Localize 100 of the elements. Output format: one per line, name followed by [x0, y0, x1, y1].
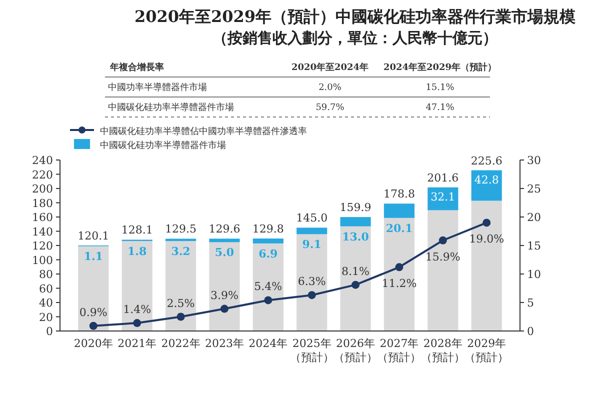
text: 中國功率半導體器件市場	[108, 82, 207, 93]
point	[264, 296, 272, 304]
bar	[340, 217, 371, 226]
point	[176, 312, 185, 321]
y-tick-label: 200	[32, 182, 53, 196]
data-label: 9.1	[302, 238, 322, 252]
point	[133, 319, 142, 328]
total-label: 225.6	[470, 154, 502, 168]
text: 中國碳化硅功率半導體器件市場	[108, 102, 234, 113]
data-label: 3.9%	[210, 288, 238, 302]
chart-subtitle: （按銷售收入劃分，單位：人民幣十億元）	[212, 29, 498, 47]
y2-tick-label: 10	[527, 268, 541, 281]
bar	[471, 170, 502, 201]
total-label: 201.6	[427, 171, 459, 184]
point	[308, 291, 316, 300]
x-tick-label: 2021年	[118, 337, 157, 350]
total-label: 178.8	[383, 188, 415, 201]
y-tick-label: 120	[32, 240, 53, 252]
y2-tick-label: 5	[527, 296, 534, 310]
point	[438, 236, 447, 244]
data-label: 11.2%	[382, 277, 417, 290]
total-label: 159.9	[340, 201, 372, 214]
data-label: 19.0%	[469, 232, 504, 246]
y-tick-label: 140	[32, 225, 53, 238]
total-label: 145.0	[296, 212, 328, 225]
data-label: 8.1%	[342, 264, 370, 278]
bar	[296, 228, 328, 234]
data-label: 6.3%	[298, 275, 326, 288]
legend-label: 中國碳化硅功率半導體器件市場	[100, 140, 226, 151]
legend-label: 中國碳化硅功率半導體佔中國功率半導體器件滲透率	[100, 126, 307, 137]
text: 2.0%	[318, 83, 342, 93]
x-tick-label: 2028年（預計）	[420, 337, 465, 364]
total-label: 129.6	[208, 222, 240, 236]
bar	[209, 238, 240, 242]
point	[220, 304, 228, 313]
data-label: 1.8	[128, 245, 147, 258]
total-label: 120.1	[78, 229, 110, 242]
bar	[384, 204, 415, 218]
bar	[165, 238, 196, 242]
y-tick-label: 180	[32, 196, 53, 210]
bar	[296, 234, 328, 331]
x-tick-label: 2023年	[204, 337, 244, 350]
total-label: 129.8	[252, 222, 284, 236]
data-label: 3.2	[171, 245, 190, 258]
y-tick-label: 20	[39, 310, 53, 324]
text: 2020年至2024年	[291, 62, 369, 73]
data-label: 15.9%	[425, 250, 460, 264]
bar	[122, 241, 152, 331]
bar	[252, 238, 284, 244]
text: 2024年至2029年（預計）	[383, 62, 497, 73]
y-tick-label: 40	[39, 296, 53, 310]
data-label: 2.5%	[166, 296, 195, 310]
x-tick-label: 2024年	[248, 337, 288, 350]
total-label: 128.1	[121, 224, 153, 237]
y2-tick-label: 0	[527, 325, 534, 338]
data-label: 13.0	[342, 230, 370, 244]
data-label: 0.9%	[79, 306, 108, 319]
data-label: 20.1	[386, 222, 413, 235]
x-tick-label: 2020年	[74, 337, 113, 350]
bar	[252, 243, 284, 331]
data-label: 1.4%	[123, 303, 152, 316]
x-tick-label: 2022年	[161, 337, 200, 350]
bar	[471, 200, 502, 331]
bar	[165, 241, 196, 331]
point	[89, 322, 98, 330]
bar	[78, 246, 109, 331]
y2-tick-label: 15	[527, 240, 541, 252]
data-label: 32.1	[430, 190, 456, 204]
x-tick-label: 2029年（預計）	[464, 337, 509, 364]
y-tick-label: 80	[39, 268, 53, 281]
text: 47.1%	[426, 103, 455, 113]
y2-tick-label: 25	[527, 182, 541, 196]
y2-tick-label: 20	[527, 211, 541, 224]
point	[395, 263, 404, 272]
point	[352, 280, 360, 289]
y-tick-label: 100	[32, 254, 53, 267]
bar	[428, 210, 458, 331]
bar	[209, 242, 240, 331]
text: 59.7%	[316, 103, 345, 113]
y-tick-label: 160	[32, 211, 53, 224]
y-tick-label: 0	[46, 325, 53, 338]
y-tick-label: 240	[32, 154, 53, 167]
data-label: 1.1	[84, 250, 103, 264]
x-tick-label: 2027年（預計）	[377, 337, 422, 364]
x-tick-label: 2025年（預計）	[290, 337, 334, 364]
point	[482, 218, 491, 227]
bar	[340, 226, 371, 331]
data-label: 5.0	[214, 246, 234, 260]
y-tick-label: 220	[32, 168, 53, 182]
y2-tick-label: 30	[527, 154, 541, 167]
total-label: 129.5	[165, 222, 197, 236]
data-label: 5.4%	[254, 280, 282, 294]
chart-title: 2020年至2029年（預計）中國碳化硅功率器件行業市場規模	[134, 7, 576, 26]
data-label: 6.9	[258, 247, 278, 260]
x-tick-label: 2026年（預計）	[334, 337, 378, 364]
bar	[384, 218, 415, 331]
text: 15.1%	[426, 83, 455, 93]
y-tick-label: 60	[39, 282, 53, 296]
text: 年複合增長率	[109, 62, 164, 73]
data-label: 42.8	[474, 173, 499, 186]
